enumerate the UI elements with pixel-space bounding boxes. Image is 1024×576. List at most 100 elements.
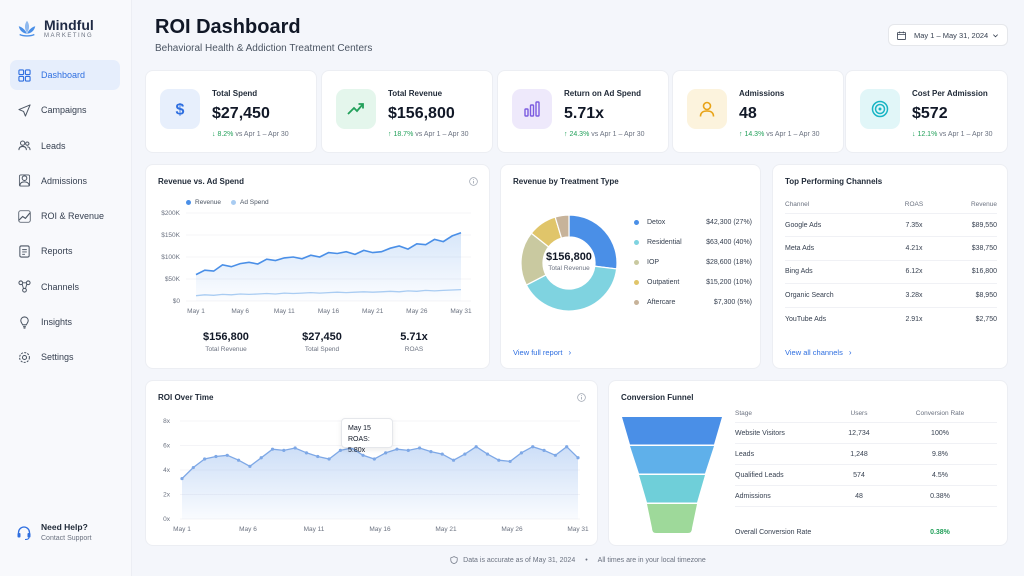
kpi-delta-value: 24.3% <box>569 131 590 138</box>
legend-dot <box>634 219 639 225</box>
page-title: ROI Dashboard <box>155 16 301 38</box>
help-contact[interactable]: Need Help? Contact Support <box>16 522 92 542</box>
table-row[interactable]: Meta Ads 4.21x $38,750 <box>785 237 997 261</box>
legend-dot <box>634 259 639 265</box>
roi-point <box>565 445 569 449</box>
kpi-compare: vs Apr 1 – Apr 30 <box>415 131 469 138</box>
legend-label: Residential <box>647 238 682 246</box>
series-line-revenue <box>195 232 462 276</box>
y-tick-label: $0 <box>173 298 181 305</box>
revenue-vs-spend-card: Revenue vs. Ad Spend Revenue Ad Spend $0… <box>145 164 490 369</box>
roi-point <box>372 457 376 461</box>
series-line-ad-spend <box>195 288 462 297</box>
table-row[interactable]: Admissions 48 0.38% <box>735 486 997 507</box>
roi-point <box>531 445 535 449</box>
sidebar-item-leads[interactable]: Leads <box>10 131 120 161</box>
roi-over-time-card: ROI Over Time 0x 2x 4x 6x 8x May 1 May 6 May 11… <box>145 380 598 546</box>
roi-point <box>497 458 501 462</box>
stage-name: Admissions <box>735 492 771 500</box>
legend-ad-spend: Ad Spend <box>231 199 269 206</box>
donut-center-label: Total Revenue <box>548 265 590 272</box>
x-tick-label: May 11 <box>304 526 325 533</box>
stage-rate: 9.8% <box>932 450 948 458</box>
table-row[interactable]: Qualified Leads 574 4.5% <box>735 465 997 486</box>
date-range-picker[interactable]: May 1 – May 31, 2024 <box>888 24 1008 46</box>
view-all-channels-link[interactable]: View all channels › <box>785 348 852 357</box>
sidebar-item-roi-revenue[interactable]: ROI & Revenue <box>10 201 120 231</box>
arrow-down-icon: ↓ <box>912 131 916 138</box>
kpi-delta: ↑ 18.7% vs Apr 1 – Apr 30 <box>388 131 469 138</box>
sidebar-item-dashboard[interactable]: Dashboard <box>10 60 120 90</box>
funnel-chart <box>622 417 722 533</box>
channel-revenue: $16,800 <box>971 268 997 276</box>
send-icon <box>18 104 31 117</box>
table-row[interactable]: Organic Search 3.28x $8,950 <box>785 284 997 308</box>
header-roas: ROAS <box>904 200 924 208</box>
lotus-logo-icon <box>18 20 36 37</box>
roi-point <box>203 457 207 461</box>
report-icon <box>18 245 31 258</box>
funnel-stage-website-visitors <box>622 417 722 445</box>
kpi-card-roas: Return on Ad Spend 5.71x ↑ 24.3% vs Apr … <box>497 70 669 153</box>
kpi-label: Total Revenue <box>388 89 443 98</box>
roi-point <box>395 447 399 451</box>
kpi-value: $572 <box>912 105 948 122</box>
table-row[interactable]: Leads 1,248 9.8% <box>735 444 997 465</box>
legend-row-detox: Detox $42,300 (27%) <box>634 212 752 232</box>
sidebar-item-settings[interactable]: Settings <box>10 342 120 372</box>
roi-point <box>384 451 388 455</box>
y-tick-label: 2x <box>163 492 171 499</box>
sidebar-item-insights[interactable]: Insights <box>10 307 120 337</box>
kpi-delta-value: 8.2% <box>217 131 234 138</box>
card-title: Top Performing Channels <box>785 177 883 186</box>
sidebar-item-admissions[interactable]: Admissions <box>10 166 120 196</box>
view-full-report-link[interactable]: View full report › <box>513 348 571 357</box>
info-icon[interactable] <box>469 177 478 186</box>
channel-roas: 6.12x <box>905 268 923 276</box>
legend-label: Revenue <box>195 199 222 206</box>
info-icon[interactable] <box>577 393 586 402</box>
table-row[interactable]: YouTube Ads 2.91x $2,750 <box>785 308 997 331</box>
legend-dot <box>634 239 639 245</box>
table-header: Stage Users Conversion Rate <box>735 405 997 423</box>
logo[interactable]: Mindful MARKETING <box>16 18 94 40</box>
y-tick-label: $50K <box>165 276 181 283</box>
roi-point <box>542 448 546 452</box>
kpi-delta: ↑ 24.3% vs Apr 1 – Apr 30 <box>564 131 645 138</box>
legend-row-iop: IOP $28,600 (18%) <box>634 252 752 272</box>
channel-roas: 7.35x <box>905 221 923 229</box>
header-channel: Channel <box>785 200 810 208</box>
gear-icon <box>18 351 31 364</box>
x-tick-label: May 16 <box>318 308 340 315</box>
chevron-down-icon <box>993 33 998 37</box>
kpi-label: Admissions <box>739 89 785 98</box>
tooltip-value: ROAS: 5.80x <box>348 436 370 454</box>
funnel-stage-qualified-leads <box>639 475 705 503</box>
sidebar-item-campaigns[interactable]: Campaigns <box>10 95 120 125</box>
sidebar-item-reports[interactable]: Reports <box>10 236 120 266</box>
table-row[interactable]: Google Ads 7.35x $89,550 <box>785 214 997 238</box>
bar-chart-icon <box>512 89 552 129</box>
header-revenue: Revenue <box>970 200 997 208</box>
roi-point <box>474 445 478 449</box>
sidebar: Mindful MARKETING Dashboard Campaigns Le… <box>0 0 132 576</box>
sidebar-item-channels[interactable]: Channels <box>10 272 120 302</box>
channel-roas: 4.21x <box>905 245 923 253</box>
treatment-type-card: Revenue by Treatment Type $156,800 Total… <box>500 164 761 369</box>
summary-value: $156,800 <box>203 331 249 343</box>
funnel-table: Stage Users Conversion Rate Website Visi… <box>735 405 997 538</box>
channel-name: Meta Ads <box>785 245 815 253</box>
brand-name: Mindful <box>44 17 94 33</box>
roi-point <box>418 446 422 450</box>
sidebar-item-label: Dashboard <box>41 70 86 80</box>
channel-revenue: $89,550 <box>971 221 997 229</box>
table-row[interactable]: Bing Ads 6.12x $16,800 <box>785 261 997 285</box>
roi-point <box>293 446 297 450</box>
y-tick-label: 6x <box>163 443 171 450</box>
table-row[interactable]: Website Visitors 12,734 100% <box>735 423 997 444</box>
y-tick-label: $150K <box>161 232 180 239</box>
header-users: Users <box>850 410 868 417</box>
stage-users: 1,248 <box>850 450 868 458</box>
channels-table: Channel ROAS Revenue Google Ads 7.35x $89,… <box>785 195 997 331</box>
kpi-delta-value: 12.1% <box>917 131 938 138</box>
